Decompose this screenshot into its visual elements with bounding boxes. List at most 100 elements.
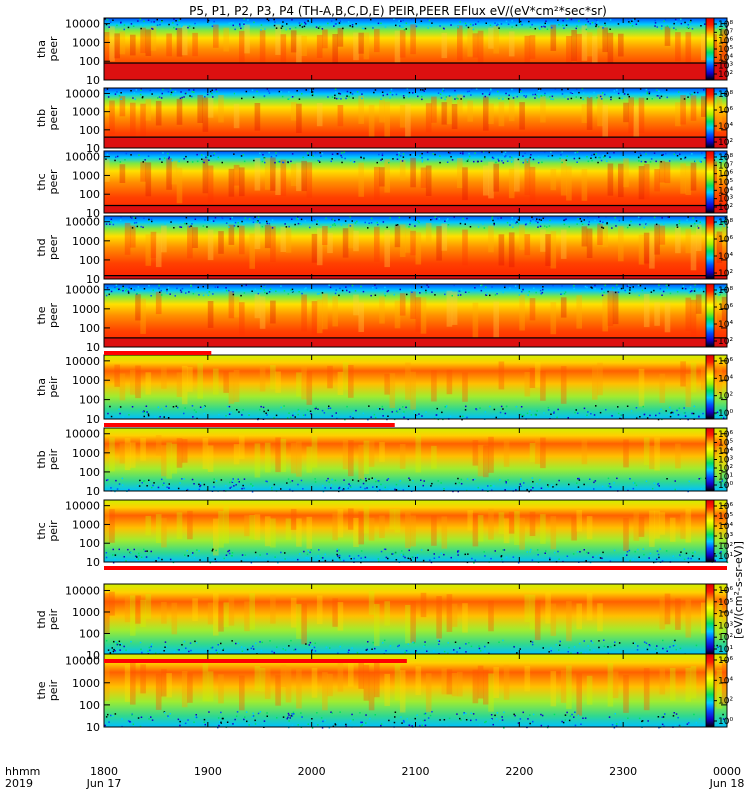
spectrogram-noise	[634, 18, 636, 20]
spectrogram-noise	[360, 721, 362, 724]
spectrogram-noise	[585, 24, 587, 26]
spectrogram-texture	[290, 163, 297, 186]
spectrogram-noise	[601, 485, 604, 488]
spectrogram-noise	[143, 288, 146, 290]
spectrogram-noise	[495, 416, 497, 419]
spectrogram-noise	[538, 225, 540, 227]
spectrogram-noise	[184, 92, 187, 95]
spectrogram-noise	[302, 488, 304, 490]
spectrogram-noise	[693, 290, 696, 292]
spectrogram-noise	[139, 93, 142, 96]
spectrogram-noise	[542, 286, 544, 288]
spectrogram-texture	[576, 509, 582, 532]
spectrogram-noise	[330, 711, 332, 713]
spectrogram-noise	[640, 94, 643, 96]
spectrogram-noise	[287, 712, 290, 715]
spectrogram-noise	[251, 290, 253, 292]
spectrogram-noise	[348, 291, 351, 293]
spectrogram-noise	[457, 550, 459, 553]
spectrogram-noise	[174, 90, 177, 93]
spectrogram-noise	[163, 416, 165, 418]
spectrogram-texture	[690, 299, 697, 337]
spectrogram-noise	[315, 406, 317, 408]
spectrogram-noise	[717, 222, 719, 224]
spectrogram-noise	[115, 284, 118, 286]
spectrogram-noise	[236, 711, 239, 713]
spectrogram-texture	[290, 508, 297, 530]
colorbar-tick-label: 10⁵	[718, 178, 733, 188]
spectrogram-noise	[607, 648, 609, 651]
spectrogram-noise	[266, 480, 268, 483]
spectrogram-noise	[573, 716, 575, 718]
spectrogram-texture	[560, 670, 567, 703]
spectrogram-noise	[151, 93, 153, 95]
spectrogram-noise	[220, 721, 222, 723]
colorbar-tick-label: 10⁴	[718, 610, 733, 620]
spectrogram-noise	[233, 153, 235, 155]
spectrogram-texture	[446, 96, 453, 125]
spectrogram-noise	[351, 220, 353, 222]
spectrogram-noise	[628, 224, 631, 226]
spectrogram-noise	[724, 484, 726, 486]
spectrogram-texture	[503, 518, 510, 544]
spectrogram-noise	[615, 225, 617, 227]
spectrogram-texture	[597, 223, 603, 245]
spectrogram-noise	[703, 157, 706, 159]
spectrogram-noise	[253, 159, 255, 162]
spectrogram-noise	[352, 412, 355, 414]
spectrogram-noise	[609, 28, 611, 30]
spectrogram-noise	[110, 221, 112, 223]
spectrogram-texture	[384, 373, 390, 395]
spectrogram-noise	[581, 88, 584, 90]
spectrogram-noise	[154, 416, 156, 418]
spectrogram-noise	[490, 714, 493, 716]
spectrogram-noise	[130, 551, 132, 554]
spectrogram-noise	[572, 91, 574, 93]
spectrogram-noise	[215, 88, 217, 91]
spectrogram-noise	[565, 159, 568, 161]
spectrogram-noise	[400, 26, 403, 28]
spectrogram-noise	[403, 416, 405, 419]
spectrogram-noise	[346, 90, 349, 93]
spectrogram-noise	[321, 409, 324, 412]
spectrogram-texture	[322, 226, 328, 245]
y-tick-label: 1000	[72, 169, 100, 182]
spectrogram-noise	[457, 477, 459, 480]
spectrogram-noise	[629, 559, 631, 562]
spectrogram-noise	[648, 557, 650, 559]
spectrogram-noise	[545, 20, 547, 22]
spectrogram-noise	[399, 155, 402, 157]
spectrogram-noise	[547, 484, 549, 486]
spectrogram-texture	[597, 362, 603, 396]
spectrogram-noise	[541, 291, 544, 294]
spectrogram-noise	[278, 160, 281, 163]
spectrogram-noise	[662, 639, 664, 642]
spectrogram-noise	[123, 645, 125, 648]
spectrogram-noise	[577, 412, 579, 414]
spectrogram-noise	[243, 718, 245, 721]
time-axis: hhmm 2019 Jun 17 Jun 18 1800 1900 2000 2100…	[5, 765, 744, 790]
spectrogram-noise	[324, 487, 326, 489]
colorbar-thd-peer	[705, 215, 715, 280]
spectrogram-noise	[469, 23, 472, 26]
spectrogram-noise	[554, 551, 556, 554]
panel-ylabel-probe: thd	[35, 610, 48, 628]
spectrogram-texture	[576, 673, 582, 716]
spectrogram-noise	[349, 91, 352, 94]
spectrogram-noise	[191, 478, 194, 481]
spectrogram-noise	[158, 96, 161, 98]
spectrogram-noise	[291, 480, 294, 482]
spectrogram-noise	[139, 479, 141, 482]
spectrogram-texture	[207, 445, 214, 472]
spectrogram-noise	[208, 291, 211, 293]
spectrogram-noise	[445, 96, 448, 98]
spectrogram-texture	[270, 157, 276, 191]
spectrogram-noise	[114, 554, 117, 556]
spectrogram-noise	[373, 91, 375, 94]
spectrogram-noise	[325, 646, 328, 649]
spectrogram-noise	[267, 292, 269, 294]
spectrogram-noise	[268, 222, 271, 225]
spectrogram-noise	[160, 289, 162, 292]
spectrogram-noise	[669, 415, 672, 418]
